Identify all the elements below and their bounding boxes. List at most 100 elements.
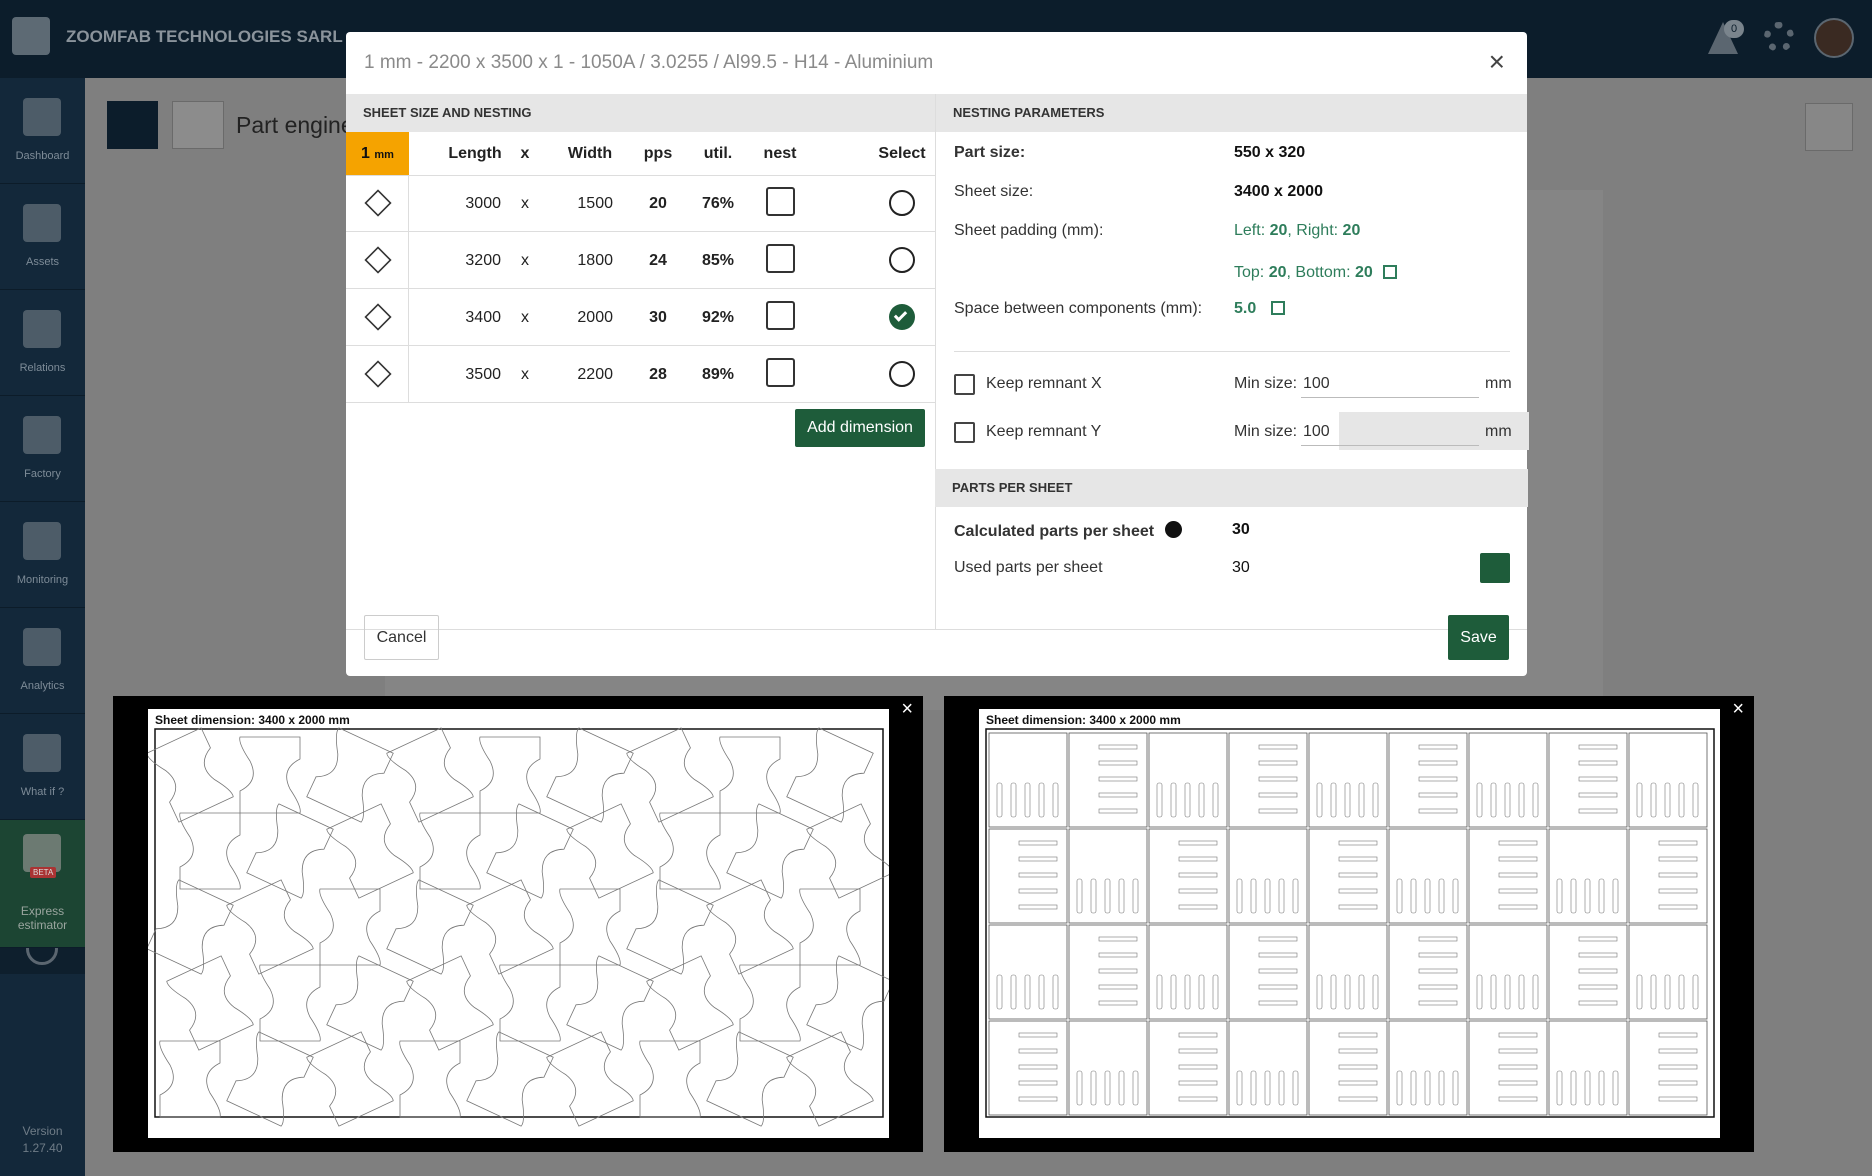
slot [1418, 1000, 1458, 1006]
nest-button[interactable] [766, 301, 795, 330]
nav-item[interactable]: Assets [0, 184, 85, 290]
avatar[interactable] [1814, 18, 1854, 58]
notification-count: 0 [1724, 20, 1744, 38]
nest-button[interactable] [766, 244, 795, 273]
nested-part [1468, 1020, 1548, 1116]
radio[interactable] [889, 361, 915, 387]
nav-icon [23, 310, 61, 348]
padding-line: Left: 20, Right: 20 [1234, 222, 1360, 240]
nav-label: Relations [19, 362, 66, 374]
nested-part [399, 1040, 461, 1118]
slot [1178, 1064, 1218, 1070]
nested-part [799, 888, 861, 966]
nested-part [1548, 732, 1628, 828]
add-dimension-button[interactable]: Add dimension [795, 409, 925, 447]
part-thumbnail [172, 101, 224, 149]
nav-item[interactable]: What if ? [0, 714, 85, 820]
slot [1118, 878, 1125, 914]
nav-label: Monitoring [16, 574, 69, 586]
nested-part [646, 955, 734, 1051]
nested-part [1228, 828, 1308, 924]
nav-icon [23, 522, 61, 560]
nested-part [1308, 732, 1388, 828]
thickness-cell: 1 mm [346, 132, 409, 175]
slot [1556, 1070, 1563, 1106]
slot [1452, 1070, 1459, 1106]
nested-part [1468, 732, 1548, 828]
slot [1010, 974, 1017, 1010]
nest-button[interactable] [766, 358, 795, 387]
pps: 20 [649, 195, 667, 212]
min-size-input[interactable]: 100 [1301, 420, 1479, 446]
nested-part [159, 1040, 221, 1118]
cancel-button[interactable]: Cancel [364, 615, 439, 660]
nested-part [166, 955, 254, 1051]
slot [1424, 1070, 1431, 1106]
slot [1258, 984, 1298, 990]
save-button[interactable]: Save [1448, 615, 1509, 660]
width: 2000 [577, 309, 613, 326]
slot [1658, 856, 1698, 862]
nested-part [466, 879, 554, 975]
preview-close[interactable]: × [901, 698, 913, 720]
edit-button[interactable] [1480, 553, 1510, 583]
slot [1498, 840, 1538, 846]
nest-layout [985, 728, 1715, 1118]
preview-close[interactable]: × [1732, 698, 1744, 720]
version: Version 1.27.40 [0, 1123, 85, 1157]
menu-button[interactable] [1805, 103, 1853, 151]
back-button[interactable] [107, 101, 158, 149]
nav-item[interactable]: Factory [0, 396, 85, 502]
calculated-value: 30 [1232, 521, 1250, 538]
slot [1104, 1070, 1111, 1106]
settings-icon[interactable] [1764, 22, 1794, 52]
min-size-input[interactable]: 100 [1301, 372, 1479, 398]
slot [1178, 872, 1218, 878]
nest-button[interactable] [766, 187, 795, 216]
nav-item[interactable]: Dashboard [0, 78, 85, 184]
slot [1076, 878, 1083, 914]
slot [1418, 984, 1458, 990]
separator: x [521, 252, 529, 269]
checkbox[interactable] [954, 374, 975, 395]
part-size: 550 x 320 [1234, 144, 1306, 161]
nav-item[interactable]: Relations [0, 290, 85, 396]
slot [1658, 1048, 1698, 1054]
slot [1418, 968, 1458, 974]
space-line: 5.0 [1234, 300, 1285, 318]
pps: 28 [649, 366, 667, 383]
slot [1612, 1070, 1619, 1106]
nav-icon [23, 834, 61, 872]
slot [1018, 888, 1058, 894]
radio[interactable] [889, 190, 915, 216]
badge: BETA [30, 867, 57, 878]
slot [1198, 782, 1205, 818]
slot [1212, 782, 1219, 818]
slot [1156, 782, 1163, 818]
radio[interactable] [889, 247, 915, 273]
utilization: 76% [701, 195, 735, 212]
slot [1498, 856, 1538, 862]
nested-part [559, 888, 621, 966]
slot [1010, 782, 1017, 818]
edit-icon[interactable] [1383, 265, 1398, 279]
modal-close[interactable]: × [1488, 46, 1505, 77]
info-icon[interactable] [1164, 521, 1182, 538]
nested-part [226, 1031, 314, 1127]
nav-item[interactable]: Monitoring [0, 502, 85, 608]
utilization: 92% [701, 309, 735, 326]
nav-item[interactable]: BETA Express estimator [0, 820, 85, 948]
selected-radio[interactable] [889, 304, 915, 330]
check [893, 308, 908, 322]
nav-item[interactable]: Analytics [0, 608, 85, 714]
page-title: Part enginee [236, 112, 367, 138]
edit-icon[interactable] [1270, 301, 1285, 315]
checkbox[interactable] [954, 422, 975, 443]
slot [1418, 760, 1458, 766]
field-label: Sheet size: [954, 183, 1034, 200]
padding-value: 20 [1268, 264, 1287, 281]
nested-part [179, 812, 241, 890]
logo[interactable] [12, 17, 50, 55]
slot [1658, 1096, 1698, 1102]
nested-part [806, 955, 889, 1051]
